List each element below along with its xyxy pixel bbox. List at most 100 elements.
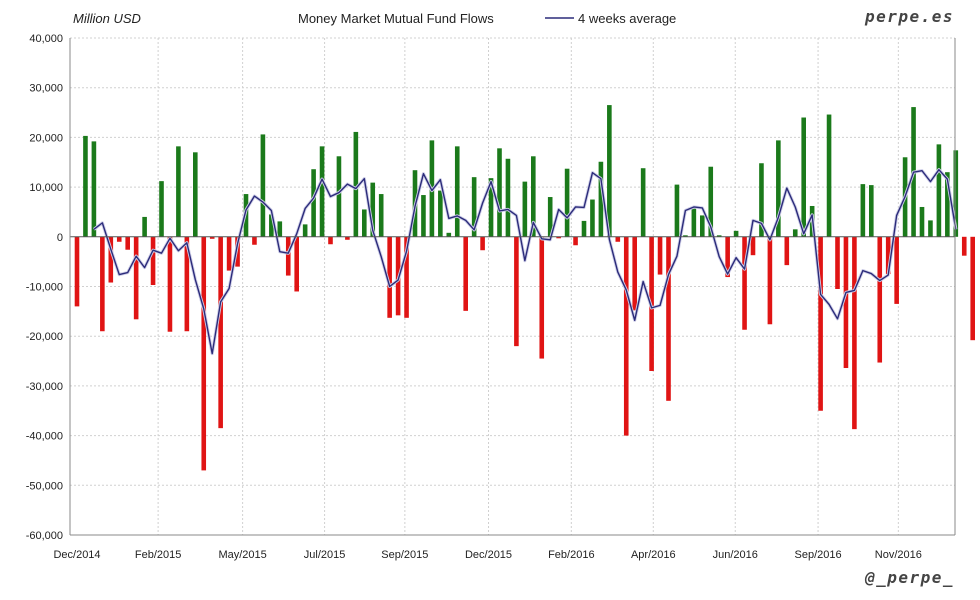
flow-bar — [750, 236, 756, 256]
flow-bar — [108, 236, 114, 283]
x-tick-label: Jul/2015 — [304, 549, 346, 561]
flow-bar — [446, 232, 452, 237]
y-tick-label: 0 — [57, 232, 63, 244]
y-tick-label: -50,000 — [26, 480, 63, 492]
unit-label: Million USD — [73, 11, 141, 26]
flow-bar — [159, 181, 164, 237]
flow-bar — [733, 230, 739, 237]
legend: Money Market Mutual Fund Flows 4 weeks a… — [298, 11, 676, 26]
flow-bar — [708, 166, 714, 237]
flow-bar — [877, 236, 883, 363]
flow-bar — [133, 236, 139, 320]
flow-bar — [454, 146, 460, 237]
axes: 40,000 30,000 20,000 10,000 0 -10,000 -20,000 -… — [26, 33, 956, 561]
legend-average-label: 4 weeks average — [578, 11, 676, 26]
flow-bar — [311, 169, 316, 237]
flow-bar — [928, 220, 933, 237]
flow-bar — [463, 236, 468, 311]
flow-bar — [547, 197, 553, 237]
flow-bar — [226, 236, 232, 271]
flow-bar — [556, 236, 561, 239]
flow-bar — [657, 236, 663, 275]
x-tick-label: Feb/2016 — [548, 549, 594, 561]
flow-bar — [387, 236, 392, 318]
average-series — [92, 168, 958, 356]
y-tick-label: -40,000 — [26, 431, 63, 443]
flow-bar — [885, 236, 891, 275]
flow-bar — [539, 236, 545, 359]
flow-bar — [936, 144, 942, 237]
flow-bar — [632, 236, 637, 311]
flow-bar — [640, 168, 646, 237]
brand-top: perpe.es — [864, 7, 954, 26]
flow-bar — [269, 214, 274, 237]
flow-bar — [573, 236, 578, 246]
flow-bar — [328, 236, 333, 245]
flow-bar — [759, 163, 764, 237]
x-tick-label: Sep/2015 — [381, 549, 428, 561]
flow-bar — [666, 236, 671, 401]
flow-bar — [421, 195, 426, 237]
flow-bar — [970, 236, 975, 341]
flow-bar — [201, 236, 207, 471]
y-tick-label: 10,000 — [29, 182, 63, 194]
flow-bar — [125, 236, 130, 250]
flow-bar — [505, 158, 511, 237]
flow-bar — [598, 161, 604, 237]
chart-title: Money Market Mutual Fund Flows — [298, 11, 494, 26]
flow-bar — [894, 236, 899, 304]
flow-bar — [826, 114, 832, 237]
flow-bar — [362, 209, 367, 237]
flow-bar — [590, 199, 595, 237]
flow-bar — [83, 135, 88, 237]
brand-bottom: @_perpe_ — [864, 568, 954, 587]
flow-bar — [716, 235, 722, 237]
x-tick-label: May/2015 — [218, 549, 266, 561]
flow-bar — [835, 236, 840, 289]
flow-bar — [302, 224, 308, 237]
flow-bar — [218, 236, 223, 429]
flow-bar — [953, 150, 959, 237]
flow-bar — [438, 190, 443, 237]
flow-bar — [531, 156, 536, 237]
flow-bar — [623, 236, 629, 436]
x-tick-label: Dec/2015 — [465, 549, 512, 561]
flow-bar — [522, 181, 528, 237]
flow-bar — [581, 220, 587, 237]
flow-bar — [691, 208, 697, 237]
x-tick-label: Sep/2016 — [795, 549, 842, 561]
x-tick-label: Jun/2016 — [713, 549, 758, 561]
flow-bar — [404, 236, 409, 318]
average-line — [93, 169, 957, 355]
flow-bar — [184, 236, 190, 332]
flow-bar — [319, 146, 325, 237]
flow-bar — [260, 134, 266, 237]
flow-bar — [471, 177, 477, 237]
flow-bar — [945, 172, 950, 237]
flow-bar — [252, 236, 257, 245]
flow-bar — [843, 236, 849, 369]
flow-bar — [869, 185, 874, 237]
flow-bar — [852, 236, 857, 430]
flow-bar — [607, 105, 612, 237]
flow-bar — [176, 146, 181, 237]
flow-bar — [370, 182, 376, 237]
flow-bar — [353, 131, 359, 237]
flow-bar — [683, 235, 688, 237]
flow-bar — [488, 178, 494, 237]
flow-bar — [193, 152, 198, 237]
x-tick-label: Feb/2015 — [135, 549, 181, 561]
flow-bar — [336, 156, 342, 237]
flow-bar — [285, 236, 291, 276]
flow-bar — [792, 229, 798, 237]
flow-bar — [564, 168, 570, 237]
flow-bar — [150, 236, 156, 286]
flow-bar — [74, 236, 80, 307]
x-tick-label: Apr/2016 — [631, 549, 676, 561]
x-tick-label: Nov/2016 — [875, 549, 922, 561]
y-tick-label: -30,000 — [26, 381, 63, 393]
flow-bar — [725, 236, 730, 278]
flow-bar — [860, 184, 866, 237]
y-tick-label: 30,000 — [29, 83, 63, 95]
flow-bar — [277, 221, 283, 237]
